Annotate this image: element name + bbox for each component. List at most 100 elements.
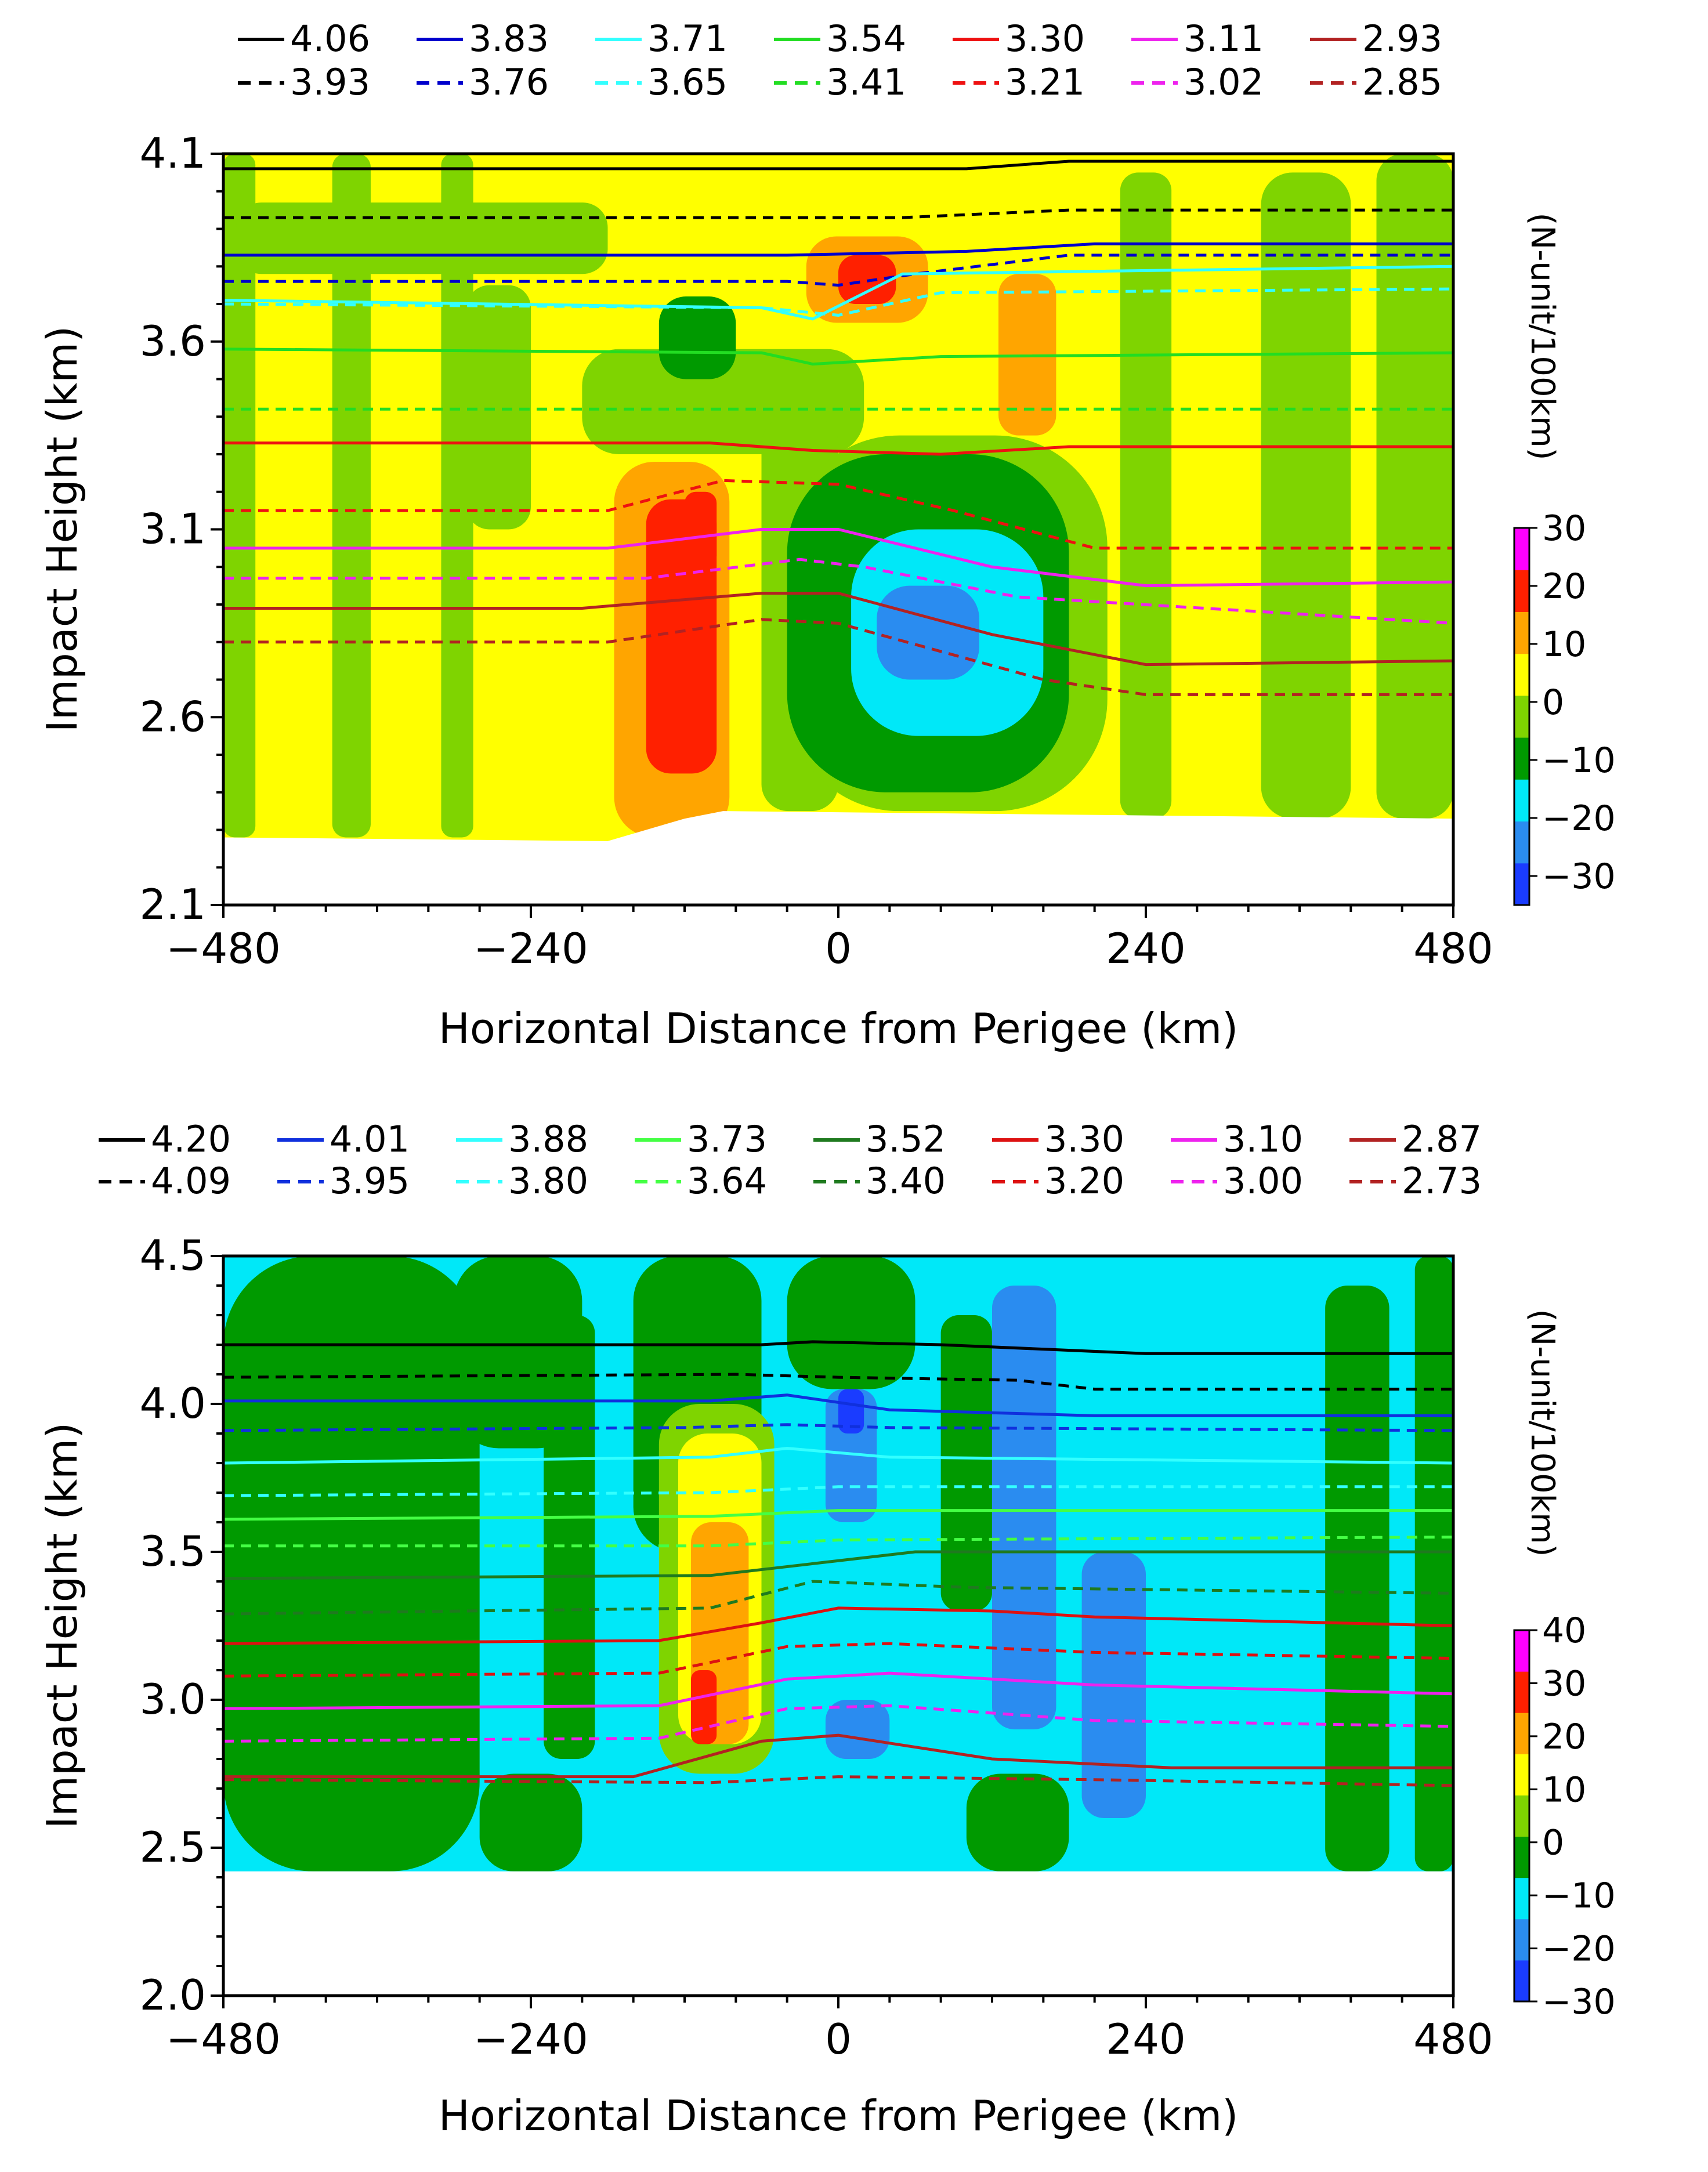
series-line-3.30-solid bbox=[223, 441, 1453, 456]
colorbar-segment bbox=[1514, 1877, 1529, 1920]
field-region-18 bbox=[691, 1670, 717, 1744]
colorbar-tick-label: −20 bbox=[1542, 798, 1616, 839]
field-region-14 bbox=[877, 585, 979, 680]
x-axis-ticks-bottom: −480 −240 0 240 480 bbox=[166, 1996, 1493, 2064]
x-axis-title-top: Horizontal Distance from Perigee (km) bbox=[439, 1004, 1239, 1053]
legend-label-3.71: 3.71 bbox=[647, 17, 728, 60]
legend-label-3.20: 3.20 bbox=[1044, 1160, 1124, 1202]
legend-label-4.20: 4.20 bbox=[151, 1118, 231, 1160]
colorbar-segment bbox=[1514, 821, 1529, 864]
colorbar-frame bbox=[1513, 1629, 1530, 2003]
no-data-mask bbox=[223, 1871, 1453, 1996]
series-line-3.95-dashed bbox=[223, 1423, 1453, 1432]
legend-label-2.85: 2.85 bbox=[1362, 61, 1442, 103]
colorbar-tick-label: −30 bbox=[1542, 856, 1616, 897]
field-region-17 bbox=[685, 491, 717, 567]
legend-label-3.64: 3.64 bbox=[687, 1160, 767, 1202]
field-region-6 bbox=[940, 1315, 992, 1611]
x-tick-label: −480 bbox=[166, 924, 281, 973]
field-region-14 bbox=[838, 1389, 864, 1433]
legend-label-4.06: 4.06 bbox=[290, 17, 370, 60]
colorbar-tick-label: −10 bbox=[1542, 740, 1616, 781]
series-line-2.93-solid bbox=[223, 592, 1453, 667]
field-region-1 bbox=[479, 1773, 582, 1871]
colorbar-segment bbox=[1514, 863, 1529, 906]
no-data-mask bbox=[223, 811, 1453, 905]
legend-label-3.54: 3.54 bbox=[826, 17, 906, 60]
colorbar-segment bbox=[1514, 528, 1529, 570]
series-line-3.10-solid bbox=[223, 1671, 1453, 1710]
colorbar-segment bbox=[1514, 779, 1529, 822]
field-region-11 bbox=[1376, 154, 1453, 819]
legend-label-3.93: 3.93 bbox=[290, 61, 370, 103]
series-line-3.00-dashed bbox=[223, 1704, 1453, 1743]
legend-label-2.87: 2.87 bbox=[1402, 1118, 1482, 1160]
colorbar-frame bbox=[1513, 527, 1530, 906]
colorbar-tick-label: 0 bbox=[1542, 1823, 1564, 1863]
colorbar-segment bbox=[1514, 611, 1529, 654]
legend-label-3.95: 3.95 bbox=[330, 1160, 410, 1202]
colorbar-tick-label: 30 bbox=[1542, 508, 1586, 549]
y-axis-ticks-bottom: 2.0 2.5 3.0 3.5 4.0 4.5 bbox=[139, 1231, 223, 2019]
field-region-3 bbox=[466, 285, 531, 530]
colorbar-segment bbox=[1514, 1960, 1529, 2002]
no-data-region-bottom bbox=[223, 1871, 1453, 1996]
colorbar-tick-label: −20 bbox=[1542, 1929, 1616, 1970]
legend-label-3.76: 3.76 bbox=[469, 61, 549, 103]
x-tick-label: −480 bbox=[166, 2015, 281, 2064]
series-line-4.06-solid bbox=[223, 160, 1453, 171]
legend-label-3.65: 3.65 bbox=[647, 61, 728, 103]
legend-label-3.10: 3.10 bbox=[1223, 1118, 1303, 1160]
field-region-10 bbox=[1261, 172, 1351, 819]
series-line-3.64-dashed bbox=[223, 1536, 1453, 1548]
legend-label-3.11: 3.11 bbox=[1184, 17, 1264, 60]
legend-label-3.41: 3.41 bbox=[826, 61, 906, 103]
legend-label-3.73: 3.73 bbox=[687, 1118, 767, 1160]
series-line-4.09-dashed bbox=[223, 1373, 1453, 1391]
panel-bottom: 4.20 4.01 3.88 3.73 3.52 3.30 3.10 2.87 4.09 3.95… bbox=[38, 1118, 1616, 2140]
series-line-3.54-solid bbox=[223, 347, 1453, 366]
field-region-7 bbox=[966, 1773, 1069, 1871]
x-tick-label: 480 bbox=[1413, 2015, 1493, 2064]
series-line-3.93-dashed bbox=[223, 208, 1453, 219]
series-line-3.11-solid bbox=[223, 528, 1453, 588]
series-line-3.52-solid bbox=[223, 1550, 1453, 1580]
legend-label-3.88: 3.88 bbox=[508, 1118, 588, 1160]
series-lines-top bbox=[223, 160, 1453, 696]
colorbar-tick-label: −10 bbox=[1542, 1876, 1616, 1916]
field-region-4 bbox=[236, 202, 608, 274]
series-line-3.71-solid bbox=[223, 265, 1453, 321]
colorbar-bottom: 40 30 20 10 0 −10 −20 −30 bbox=[1513, 1610, 1616, 2022]
no-data-region-top bbox=[223, 811, 1453, 905]
y-tick-label: 2.1 bbox=[139, 880, 206, 929]
x-tick-label: −240 bbox=[473, 924, 588, 973]
x-tick-label: 240 bbox=[1106, 924, 1185, 973]
colorbar-tick-label: −30 bbox=[1542, 1982, 1616, 2022]
legend-label-3.40: 3.40 bbox=[866, 1160, 946, 1202]
series-lines-bottom bbox=[223, 1340, 1453, 1787]
y-tick-label: 4.0 bbox=[139, 1379, 206, 1428]
colorbar-tick-label: 10 bbox=[1542, 1769, 1586, 1810]
series-line-3.20-dashed bbox=[223, 1642, 1453, 1678]
y-tick-label: 4.5 bbox=[139, 1231, 206, 1280]
field-region-6 bbox=[658, 296, 736, 379]
colorbar-segment bbox=[1514, 653, 1529, 696]
series-line-4.01-solid bbox=[223, 1393, 1453, 1417]
legend-label-3.00: 3.00 bbox=[1223, 1160, 1303, 1202]
colorbar-segment bbox=[1514, 1754, 1529, 1795]
series-line-3.80-dashed bbox=[223, 1485, 1453, 1497]
series-line-2.73-dashed bbox=[223, 1775, 1453, 1787]
series-line-3.40-dashed bbox=[223, 1580, 1453, 1616]
colorbar-tick-label: 20 bbox=[1542, 566, 1586, 607]
field-region-0 bbox=[223, 1256, 480, 1871]
colorbar-tick-label: 10 bbox=[1542, 624, 1586, 665]
y-axis-title-top: Impact Height (km) bbox=[38, 326, 86, 733]
x-axis-ticks-top: −480 −240 0 240 480 bbox=[166, 905, 1493, 973]
legend-label-2.93: 2.93 bbox=[1362, 17, 1442, 60]
colorbar-segment bbox=[1514, 1630, 1529, 1672]
x-tick-label: 480 bbox=[1413, 924, 1493, 973]
y-tick-label: 3.5 bbox=[139, 1527, 206, 1576]
colorbar-tick-label: 20 bbox=[1542, 1717, 1586, 1757]
series-line-3.30-solid bbox=[223, 1606, 1453, 1645]
series-line-3.76-dashed bbox=[223, 254, 1453, 287]
